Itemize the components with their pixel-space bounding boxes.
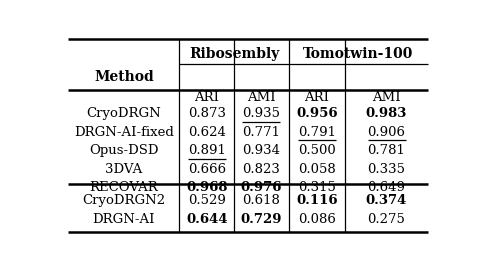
Text: AMI: AMI [372,91,401,104]
Text: 0.906: 0.906 [367,126,405,139]
Text: ARI: ARI [304,91,330,104]
Text: CryoDRGN: CryoDRGN [87,107,161,120]
Text: DRGN-AI: DRGN-AI [93,213,155,226]
Text: 0.873: 0.873 [188,107,226,120]
Text: 0.956: 0.956 [296,107,338,120]
Text: Method: Method [94,69,154,84]
Text: 0.729: 0.729 [241,213,282,226]
Text: DRGN-AI-fixed: DRGN-AI-fixed [74,126,174,139]
Text: 0.968: 0.968 [186,181,227,195]
Text: 0.823: 0.823 [243,163,280,176]
Text: 0.275: 0.275 [367,213,405,226]
Text: 0.791: 0.791 [298,126,336,139]
Text: ARI: ARI [194,91,219,104]
Text: Tomotwin-100: Tomotwin-100 [303,47,414,61]
Text: 0.649: 0.649 [367,181,405,195]
Text: 0.644: 0.644 [186,213,227,226]
Text: 0.624: 0.624 [188,126,226,139]
Text: 3DVA: 3DVA [105,163,142,176]
Text: 0.315: 0.315 [298,181,336,195]
Text: 0.781: 0.781 [367,144,405,157]
Text: 0.529: 0.529 [188,194,226,207]
Text: 0.983: 0.983 [366,107,407,120]
Text: CryoDRGN2: CryoDRGN2 [82,194,165,207]
Text: 0.666: 0.666 [188,163,226,176]
Text: 0.618: 0.618 [243,194,280,207]
Text: 0.086: 0.086 [298,213,336,226]
Text: 0.500: 0.500 [298,144,336,157]
Text: 0.116: 0.116 [296,194,338,207]
Text: Opus-DSD: Opus-DSD [89,144,158,157]
Text: 0.976: 0.976 [241,181,282,195]
Text: 0.891: 0.891 [188,144,226,157]
Text: 0.935: 0.935 [243,107,280,120]
Text: RECOVAR: RECOVAR [89,181,158,195]
Text: AMI: AMI [247,91,276,104]
Text: 0.335: 0.335 [367,163,405,176]
Text: Ribosembly: Ribosembly [189,47,279,61]
Text: 0.058: 0.058 [298,163,336,176]
Text: 0.771: 0.771 [243,126,280,139]
Text: 0.934: 0.934 [243,144,280,157]
Text: 0.374: 0.374 [366,194,407,207]
